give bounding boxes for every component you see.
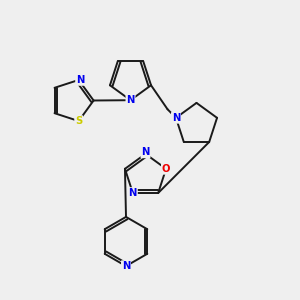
Text: N: N <box>76 75 84 85</box>
Text: N: N <box>172 113 180 123</box>
Text: S: S <box>75 116 82 126</box>
Text: N: N <box>122 261 130 271</box>
Text: N: N <box>141 147 150 158</box>
Text: O: O <box>162 164 170 174</box>
Text: N: N <box>126 95 135 105</box>
Text: N: N <box>129 188 137 198</box>
